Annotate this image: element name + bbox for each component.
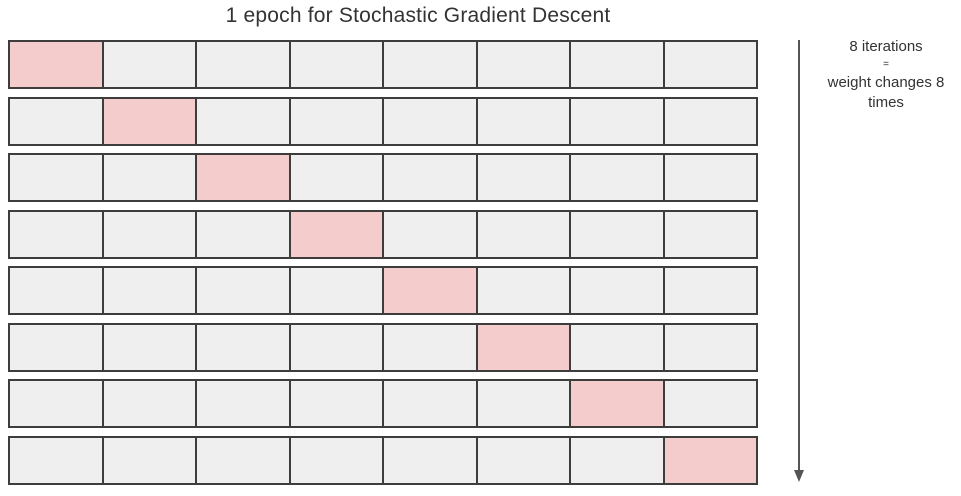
sample-cell [197,381,291,426]
sample-cell [10,324,104,370]
sample-cell [571,98,665,144]
sample-cell [103,324,197,370]
iterations-note: 8 iterations = weight changes 8 times [816,37,956,113]
arrow-head [794,470,804,482]
sample-cell [197,324,291,370]
sample-cell [477,155,571,200]
sample-cell [384,324,478,370]
active-sample-cell [290,211,384,257]
sample-cell [103,437,197,483]
iteration-row [8,322,758,372]
sample-cell [477,381,571,426]
sample-cell [384,381,478,426]
sample-cell [197,437,291,483]
iteration-row [8,209,758,259]
sample-cell [384,211,478,257]
active-sample-cell [571,381,665,426]
sample-cell [571,155,665,200]
iteration-row [8,40,758,89]
note-line-3: weight changes 8 [827,74,945,91]
sample-cell [664,381,756,426]
sample-cell [103,268,197,313]
iteration-row [8,266,758,315]
sample-cell [384,42,478,87]
sample-cell [10,381,104,426]
sample-cell [10,155,104,200]
iteration-arrow [794,40,804,482]
sample-cell [477,268,571,313]
epoch-grid [8,40,758,492]
sample-cell [290,437,384,483]
active-sample-cell [197,155,291,200]
iteration-row [8,379,758,428]
sample-cell [477,211,571,257]
note-line-1: 8 iterations [849,38,923,55]
sample-cell [477,437,571,483]
active-sample-cell [10,42,104,87]
active-sample-cell [664,437,756,483]
sample-cell [664,324,756,370]
sample-cell [197,42,291,87]
active-sample-cell [477,324,571,370]
sample-cell [197,211,291,257]
sample-cell [103,211,197,257]
sample-cell [664,98,756,144]
sample-cell [571,437,665,483]
sample-cell [571,324,665,370]
sample-cell [664,42,756,87]
sample-cell [10,98,104,144]
sample-cell [290,98,384,144]
sample-cell [571,211,665,257]
diagram-title: 1 epoch for Stochastic Gradient Descent [225,4,611,27]
sample-cell [10,437,104,483]
note-line-4: times [868,94,904,111]
sample-cell [10,211,104,257]
sample-cell [664,211,756,257]
sample-cell [103,155,197,200]
sample-cell [103,42,197,87]
sample-cell [664,268,756,313]
iteration-row [8,153,758,202]
sample-cell [290,268,384,313]
sample-cell [103,381,197,426]
note-line-2: = [883,59,889,70]
sample-cell [571,268,665,313]
sample-cell [477,98,571,144]
sample-cell [477,42,571,87]
iteration-row [8,96,758,146]
sample-cell [290,155,384,200]
iteration-row [8,435,758,485]
sample-cell [384,155,478,200]
sample-cell [10,268,104,313]
sample-cell [197,98,291,144]
sample-cell [384,437,478,483]
sample-cell [571,42,665,87]
sample-cell [290,324,384,370]
sample-cell [290,381,384,426]
sample-cell [664,155,756,200]
sample-cell [384,98,478,144]
active-sample-cell [103,98,197,144]
sample-cell [290,42,384,87]
active-sample-cell [384,268,478,313]
sample-cell [197,268,291,313]
